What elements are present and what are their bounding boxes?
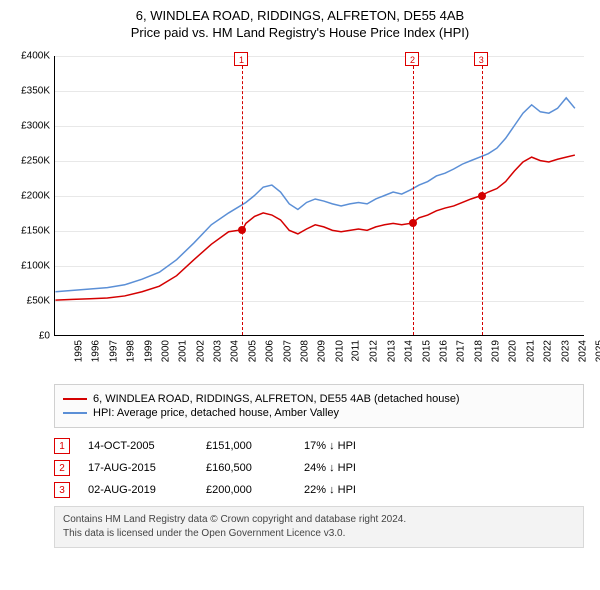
plot-area bbox=[54, 56, 584, 336]
event-row: 1 14-OCT-2005 £151,000 17% ↓ HPI bbox=[54, 438, 584, 454]
x-tick-label: 2019 bbox=[490, 340, 501, 362]
x-tick-label: 2024 bbox=[577, 340, 588, 362]
x-tick-label: 2009 bbox=[317, 340, 328, 362]
line-series bbox=[55, 56, 584, 335]
x-tick-label: 2023 bbox=[560, 340, 571, 362]
title-subtitle: Price paid vs. HM Land Registry's House … bbox=[10, 25, 590, 42]
event-row: 2 17-AUG-2015 £160,500 24% ↓ HPI bbox=[54, 460, 584, 476]
x-tick-label: 1999 bbox=[143, 340, 154, 362]
x-tick-label: 2003 bbox=[212, 340, 223, 362]
y-tick-label: £200K bbox=[10, 190, 50, 201]
event-row: 3 02-AUG-2019 £200,000 22% ↓ HPI bbox=[54, 482, 584, 498]
x-tick-label: 2004 bbox=[230, 340, 241, 362]
series-property bbox=[55, 155, 574, 300]
title-address: 6, WINDLEA ROAD, RIDDINGS, ALFRETON, DE5… bbox=[10, 8, 590, 25]
x-tick-label: 1996 bbox=[91, 340, 102, 362]
event-date: 02-AUG-2019 bbox=[88, 484, 188, 496]
events-table: 1 14-OCT-2005 £151,000 17% ↓ HPI 2 17-AUG-201… bbox=[54, 438, 584, 498]
attribution: Contains HM Land Registry data © Crown c… bbox=[54, 506, 584, 548]
legend: 6, WINDLEA ROAD, RIDDINGS, ALFRETON, DE5… bbox=[54, 384, 584, 428]
x-tick-label: 2000 bbox=[160, 340, 171, 362]
x-tick-label: 2022 bbox=[542, 340, 553, 362]
legend-row-property: 6, WINDLEA ROAD, RIDDINGS, ALFRETON, DE5… bbox=[63, 393, 575, 405]
event-price: £200,000 bbox=[206, 484, 286, 496]
x-tick-label: 1997 bbox=[108, 340, 119, 362]
event-dot bbox=[478, 192, 486, 200]
event-id-marker: 2 bbox=[54, 460, 70, 476]
x-tick-label: 2020 bbox=[508, 340, 519, 362]
x-tick-label: 2017 bbox=[456, 340, 467, 362]
x-tick-label: 2010 bbox=[334, 340, 345, 362]
x-tick-label: 2011 bbox=[351, 340, 362, 362]
attribution-line2: This data is licensed under the Open Gov… bbox=[63, 527, 575, 541]
event-vline bbox=[242, 56, 243, 335]
x-tick-label: 2008 bbox=[299, 340, 310, 362]
y-tick-label: £350K bbox=[10, 85, 50, 96]
x-tick-label: 2016 bbox=[438, 340, 449, 362]
legend-label-property: 6, WINDLEA ROAD, RIDDINGS, ALFRETON, DE5… bbox=[93, 393, 460, 405]
series-hpi bbox=[55, 98, 574, 292]
chart-container: 6, WINDLEA ROAD, RIDDINGS, ALFRETON, DE5… bbox=[0, 0, 600, 558]
y-tick-label: £50K bbox=[10, 295, 50, 306]
x-tick-label: 1995 bbox=[73, 340, 84, 362]
y-tick-label: £400K bbox=[10, 50, 50, 61]
title-block: 6, WINDLEA ROAD, RIDDINGS, ALFRETON, DE5… bbox=[10, 8, 590, 42]
event-price: £160,500 bbox=[206, 462, 286, 474]
event-id-marker: 3 bbox=[54, 482, 70, 498]
y-tick-label: £100K bbox=[10, 260, 50, 271]
y-tick-label: £250K bbox=[10, 155, 50, 166]
x-tick-label: 2025 bbox=[595, 340, 600, 362]
x-tick-label: 2005 bbox=[247, 340, 258, 362]
x-tick-label: 2018 bbox=[473, 340, 484, 362]
legend-label-hpi: HPI: Average price, detached house, Ambe… bbox=[93, 407, 339, 419]
y-tick-label: £0 bbox=[10, 330, 50, 341]
x-tick-label: 2001 bbox=[178, 340, 189, 362]
x-tick-label: 2013 bbox=[386, 340, 397, 362]
x-tick-label: 2014 bbox=[403, 340, 414, 362]
event-dot bbox=[409, 219, 417, 227]
y-tick-label: £300K bbox=[10, 120, 50, 131]
event-marker: 3 bbox=[474, 52, 488, 66]
x-tick-label: 1998 bbox=[125, 340, 136, 362]
x-tick-label: 2006 bbox=[264, 340, 275, 362]
event-delta: 24% ↓ HPI bbox=[304, 462, 394, 474]
event-id-marker: 1 bbox=[54, 438, 70, 454]
event-price: £151,000 bbox=[206, 440, 286, 452]
chart: £0 £50K £100K £150K £200K £250K £300K £350K £400… bbox=[10, 48, 590, 378]
event-marker: 1 bbox=[234, 52, 248, 66]
legend-swatch-property bbox=[63, 398, 87, 400]
event-delta: 17% ↓ HPI bbox=[304, 440, 394, 452]
event-dot bbox=[238, 226, 246, 234]
x-tick-label: 2007 bbox=[282, 340, 293, 362]
x-tick-label: 2002 bbox=[195, 340, 206, 362]
legend-swatch-hpi bbox=[63, 412, 87, 414]
x-tick-label: 2012 bbox=[369, 340, 380, 362]
event-date: 14-OCT-2005 bbox=[88, 440, 188, 452]
y-tick-label: £150K bbox=[10, 225, 50, 236]
event-date: 17-AUG-2015 bbox=[88, 462, 188, 474]
legend-row-hpi: HPI: Average price, detached house, Ambe… bbox=[63, 407, 575, 419]
x-tick-label: 2021 bbox=[525, 340, 536, 362]
event-delta: 22% ↓ HPI bbox=[304, 484, 394, 496]
x-tick-label: 2015 bbox=[421, 340, 432, 362]
attribution-line1: Contains HM Land Registry data © Crown c… bbox=[63, 513, 575, 527]
event-marker: 2 bbox=[405, 52, 419, 66]
event-vline bbox=[413, 56, 414, 335]
